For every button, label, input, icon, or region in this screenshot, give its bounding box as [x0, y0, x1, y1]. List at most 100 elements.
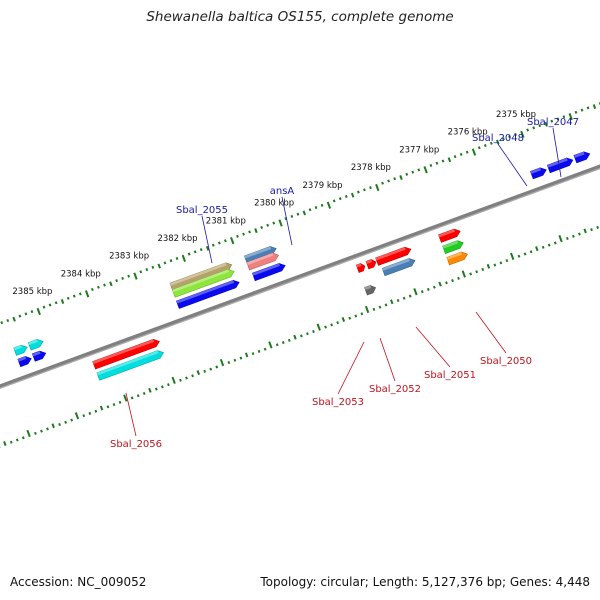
minor-tick — [378, 305, 382, 309]
gene-arrow — [530, 167, 547, 180]
minor-tick — [457, 276, 460, 280]
major-tick — [278, 219, 283, 227]
minor-tick — [514, 132, 517, 136]
minor-tick — [302, 210, 307, 216]
minor-tick — [499, 261, 503, 265]
minor-tick — [502, 137, 505, 141]
leader-line — [475, 311, 507, 354]
scale-label: 2382 kbp — [157, 234, 197, 244]
scale-label: 2378 kbp — [351, 163, 391, 173]
leader-line — [415, 326, 451, 368]
leader-line — [125, 392, 137, 437]
minor-tick — [193, 250, 197, 254]
minor-tick — [112, 403, 116, 407]
minor-tick — [296, 212, 300, 216]
reverse-scale-ticks — [0, 225, 599, 448]
gene-label-sbal-2047: Sbal_2047 — [527, 117, 579, 128]
minor-tick — [308, 208, 312, 212]
major-tick — [461, 270, 466, 278]
minor-tick — [82, 414, 86, 418]
minor-tick — [408, 294, 412, 298]
gene-arrow — [252, 263, 286, 282]
minor-tick — [34, 431, 37, 435]
gene-arrow — [381, 258, 416, 277]
minor-tick — [426, 287, 430, 291]
minor-tick — [553, 241, 557, 245]
minor-tick — [145, 268, 149, 272]
minor-tick — [453, 155, 457, 159]
minor-tick — [254, 228, 258, 234]
scale-label: 2381 kbp — [206, 216, 246, 226]
minor-tick — [580, 108, 584, 112]
minor-tick — [486, 263, 491, 269]
gene-arrow — [27, 338, 44, 351]
minor-tick — [405, 172, 409, 176]
scale-label: 2384 kbp — [61, 269, 101, 279]
major-tick — [520, 130, 525, 138]
minor-tick — [30, 310, 34, 314]
minor-tick — [51, 423, 55, 429]
gene-arrow — [31, 350, 47, 362]
minor-tick — [465, 150, 469, 154]
minor-tick — [354, 314, 358, 318]
minor-tick — [199, 248, 203, 252]
minor-tick — [469, 272, 473, 276]
gene-label-sbal-2050: Sbal_2050 — [480, 356, 532, 367]
minor-tick — [574, 110, 578, 114]
minor-tick — [24, 312, 28, 316]
major-tick — [423, 166, 428, 174]
minor-tick — [562, 115, 566, 119]
minor-tick — [523, 252, 527, 256]
gene-arrow — [171, 268, 235, 298]
minor-tick — [396, 298, 400, 303]
minor-tick — [496, 139, 500, 145]
minor-tick — [263, 347, 267, 351]
major-tick — [181, 254, 186, 263]
minor-tick — [529, 250, 533, 254]
minor-tick — [72, 294, 76, 298]
minor-tick — [242, 232, 245, 236]
minor-tick — [596, 225, 599, 229]
major-tick — [558, 234, 563, 243]
minor-tick — [357, 190, 360, 194]
accession-text: Accession: NC_009052 — [10, 575, 147, 589]
minor-tick — [48, 303, 52, 307]
minor-tick — [157, 263, 161, 269]
minor-tick — [583, 228, 587, 234]
minor-tick — [203, 369, 207, 373]
minor-tick — [483, 144, 487, 148]
minor-tick — [281, 341, 285, 345]
minor-tick — [106, 405, 110, 409]
minor-tick — [239, 356, 243, 360]
minor-tick — [324, 325, 327, 329]
minor-tick — [257, 349, 261, 353]
genome-backbone — [0, 164, 600, 390]
minor-tick — [284, 217, 288, 221]
minor-tick — [363, 188, 366, 192]
minor-tick — [103, 283, 106, 287]
minor-tick — [251, 352, 255, 356]
minor-tick — [217, 241, 221, 245]
minor-tick — [0, 321, 4, 325]
minor-tick — [420, 290, 424, 294]
gene-arrow — [169, 262, 233, 292]
minor-tick — [227, 360, 231, 365]
minor-tick — [58, 422, 61, 427]
minor-tick — [15, 438, 19, 442]
minor-tick — [447, 157, 452, 163]
major-tick — [171, 376, 176, 384]
minor-tick — [493, 263, 497, 267]
minor-tick — [402, 296, 406, 300]
minor-tick — [12, 316, 16, 322]
minor-tick — [586, 106, 590, 110]
minor-tick — [505, 259, 509, 263]
map-title: Shewanella baltica OS155, complete genom… — [146, 9, 454, 25]
minor-tick — [191, 374, 194, 378]
minor-tick — [233, 358, 237, 362]
major-tick — [26, 429, 31, 438]
minor-tick — [360, 312, 364, 316]
minor-tick — [224, 239, 227, 243]
minor-tick — [248, 230, 251, 234]
leader-line — [337, 341, 365, 395]
